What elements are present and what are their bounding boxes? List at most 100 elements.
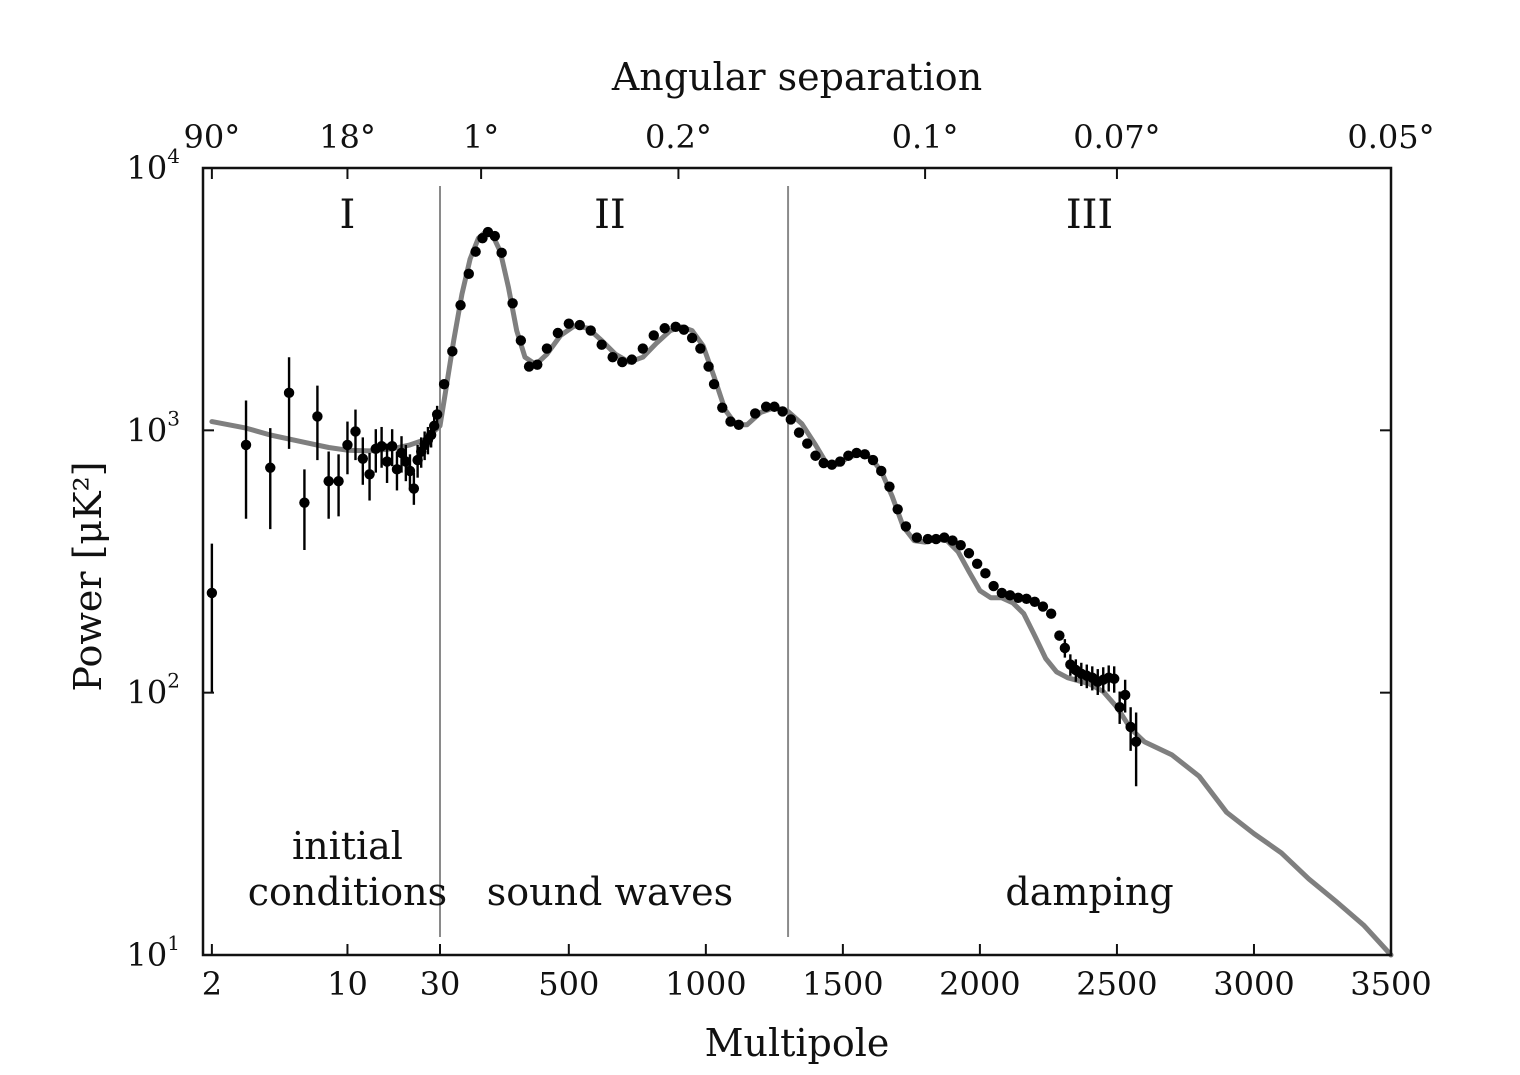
data-point [777,406,788,417]
data-point [939,532,950,543]
data-point [364,469,375,480]
data-point [342,439,353,451]
data-point [396,447,407,459]
data-point [637,343,649,354]
data-point [947,535,958,546]
data-point [515,335,527,346]
data-point [357,453,369,464]
data-point [802,438,813,449]
x-tick-label: 2000 [939,965,1020,1003]
data-point [793,427,805,438]
data-point [323,475,334,487]
data-point [900,521,912,532]
data-point [617,356,628,368]
y-tick-exponent: 4 [167,144,180,168]
data-point [574,319,585,331]
region-description: sound waves [487,870,733,914]
y-axis-title: Power [μK²] [66,461,110,691]
x-tick-label: 30 [420,965,461,1003]
top-tick-label: 0.07° [1073,118,1160,156]
data-point [686,332,698,344]
data-point [523,361,535,372]
data-point [678,324,690,335]
data-point [996,587,1008,599]
x-tick-label: 1000 [665,965,746,1003]
y-tick-label: 103 [127,406,180,449]
region-numeral: I [340,192,356,238]
data-point [749,408,761,419]
x-tick-label: 500 [538,965,599,1003]
data-point [1021,593,1032,604]
data-point [785,414,797,425]
data-point [733,419,744,430]
y-tick-base: 10 [127,674,168,712]
data-point [1013,592,1024,603]
data-point [695,343,706,354]
data-point [892,504,903,515]
data-point [607,352,618,363]
region-description: conditions [248,870,447,914]
x-tick-label: 1500 [802,965,883,1003]
data-point [431,409,443,420]
measurement-layer [206,226,1142,787]
data-point [206,587,218,599]
data-point [596,339,607,350]
data-point [717,402,728,413]
data-point [1054,630,1065,641]
y-tick-exponent: 1 [167,931,180,955]
data-point [1037,601,1049,612]
x-axis-title: Multipole [705,1021,890,1065]
data-point [659,323,670,334]
y-tick-label: 104 [127,144,180,187]
top-tick-label: 90° [184,118,241,156]
y-tick-exponent: 2 [167,669,180,693]
top-tick-label: 0.1° [892,118,959,156]
data-point [971,558,983,569]
data-point [1045,608,1057,619]
data-point [283,387,295,399]
data-point [703,361,714,372]
data-point [980,568,991,579]
x-tick-label: 2500 [1076,965,1157,1003]
data-point [867,454,879,466]
x-tick-label: 10 [327,965,368,1003]
data-point [552,327,564,339]
data-point [930,533,942,545]
data-point [810,450,821,461]
data-point [760,401,772,412]
top-tick-label: 1° [463,118,499,156]
data-point [769,401,780,412]
y-tick-base: 10 [127,936,168,974]
top-tick-label: 18° [319,118,376,156]
data-point [826,459,838,470]
data-point [438,378,450,390]
data-point [541,343,553,354]
data-point [447,346,458,357]
data-point [400,456,412,467]
data-point [265,462,276,473]
region-numeral: III [1066,192,1113,238]
data-point [312,411,323,422]
data-point [381,456,393,467]
data-point [299,497,310,508]
y-tick-label: 101 [127,931,180,974]
data-point [648,330,659,341]
data-point [859,449,870,460]
data-point [408,483,420,494]
data-point [1108,673,1120,684]
data-point [988,580,999,592]
x-tick-label: 2 [202,965,222,1003]
region-description: damping [1005,870,1173,914]
x-tick-label: 3500 [1350,965,1431,1003]
top-axis-title: Angular separation [611,55,982,99]
data-point [507,298,518,309]
data-point [1059,642,1071,654]
data-point [922,533,934,545]
data-point [376,440,387,452]
data-point [1125,721,1136,733]
data-point [851,447,862,459]
top-tick-label: 0.05° [1347,118,1434,156]
